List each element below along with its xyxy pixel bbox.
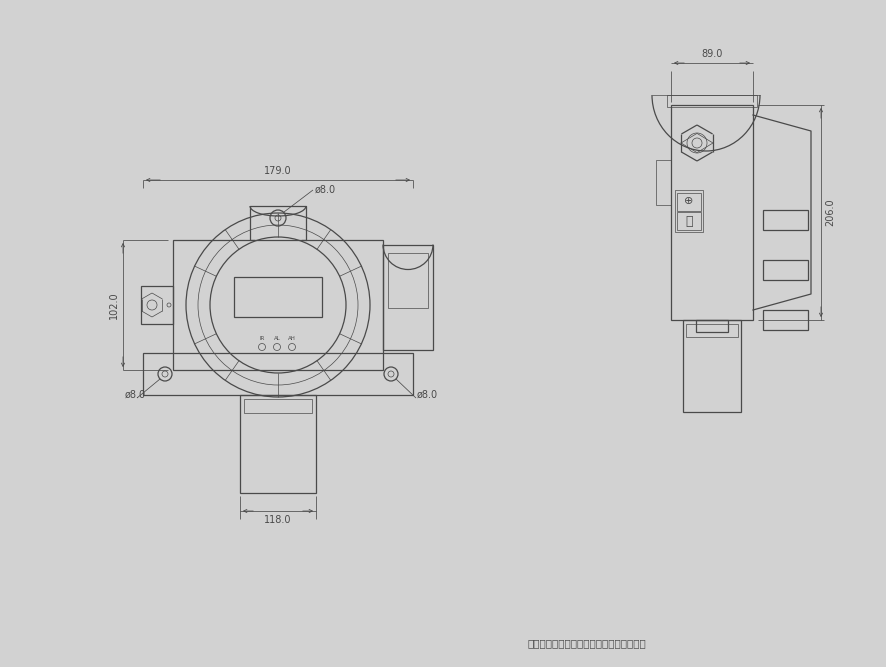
Bar — [387, 253, 428, 307]
Text: IR: IR — [259, 336, 264, 341]
Bar — [762, 210, 807, 230]
Bar — [143, 353, 413, 395]
Bar — [696, 320, 727, 332]
Bar — [173, 240, 383, 370]
Text: ø8.0: ø8.0 — [416, 390, 438, 400]
Text: ø8.0: ø8.0 — [315, 185, 336, 195]
Text: 179.0: 179.0 — [264, 166, 291, 176]
Text: ø8.0: ø8.0 — [124, 390, 145, 400]
Bar — [676, 193, 700, 211]
Text: 89.0: 89.0 — [701, 49, 722, 59]
Bar — [656, 160, 670, 205]
Bar — [141, 286, 173, 324]
Text: ⊕: ⊕ — [683, 195, 693, 205]
Text: AH: AH — [288, 336, 296, 341]
Text: ⏚: ⏚ — [685, 215, 692, 228]
Bar — [762, 260, 807, 280]
Bar — [685, 324, 737, 337]
Bar — [670, 105, 752, 320]
Text: 118.0: 118.0 — [264, 515, 291, 525]
Bar — [383, 245, 432, 350]
Bar — [682, 320, 740, 412]
Bar — [762, 310, 807, 330]
Bar — [676, 212, 700, 230]
Text: 102.0: 102.0 — [109, 291, 119, 319]
Bar — [674, 190, 703, 232]
Bar — [244, 399, 312, 413]
Text: 206.0: 206.0 — [824, 199, 834, 226]
Bar — [234, 277, 322, 317]
Text: 带声光报警气体检测仪外形及其安装孔位图: 带声光报警气体检测仪外形及其安装孔位图 — [527, 638, 646, 648]
Text: AL: AL — [273, 336, 280, 341]
Bar — [666, 95, 756, 107]
Bar — [240, 395, 315, 493]
